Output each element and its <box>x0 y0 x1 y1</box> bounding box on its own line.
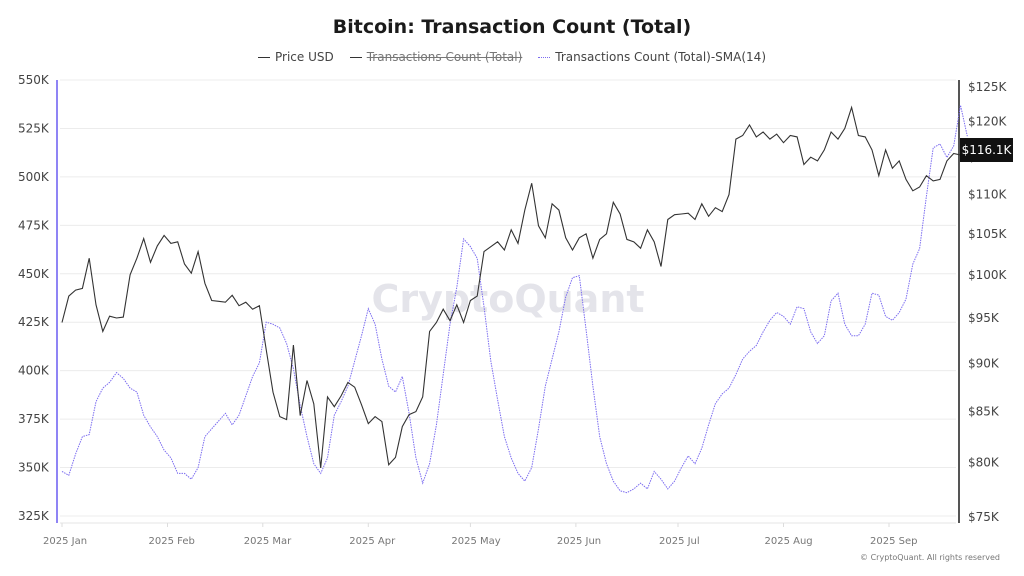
legend-label: Price USD <box>275 50 334 64</box>
svg-text:425K: 425K <box>18 315 50 329</box>
svg-text:$90K: $90K <box>968 357 1000 371</box>
svg-text:2025 Sep: 2025 Sep <box>870 536 917 547</box>
svg-text:$105K: $105K <box>968 227 1008 241</box>
svg-text:$110K: $110K <box>968 188 1008 202</box>
svg-text:400K: 400K <box>18 364 50 378</box>
svg-text:$75K: $75K <box>968 510 1000 524</box>
current-price-tag: $116.1K <box>960 138 1013 162</box>
left-y-axis-labels: 550K 525K 500K 475K 450K 425K 400K 375K 350K 325K <box>18 73 50 523</box>
svg-text:2025 Jan: 2025 Jan <box>43 536 87 547</box>
svg-text:375K: 375K <box>18 412 50 426</box>
legend-label: Transactions Count (Total)-SMA(14) <box>555 50 766 64</box>
svg-text:2025 Aug: 2025 Aug <box>764 536 812 547</box>
legend-item-transactions-sma[interactable]: Transactions Count (Total)-SMA(14) <box>538 50 766 64</box>
watermark: CryptoQuant <box>371 277 644 321</box>
svg-text:500K: 500K <box>18 170 50 184</box>
svg-text:$95K: $95K <box>968 311 1000 325</box>
svg-text:$85K: $85K <box>968 405 1000 419</box>
svg-text:2025 Jun: 2025 Jun <box>557 536 601 547</box>
svg-text:350K: 350K <box>18 461 50 475</box>
x-axis-labels: 2025 Jan 2025 Feb 2025 Mar 2025 Apr 2025 May… <box>43 536 917 547</box>
svg-text:2025 Mar: 2025 Mar <box>244 536 292 547</box>
copyright: © CryptoQuant. All rights reserved <box>860 553 1000 562</box>
svg-text:2025 Feb: 2025 Feb <box>149 536 195 547</box>
svg-text:525K: 525K <box>18 121 50 135</box>
svg-text:475K: 475K <box>18 218 50 232</box>
line-swatch-icon <box>349 56 362 58</box>
svg-text:2025 Jul: 2025 Jul <box>659 536 700 547</box>
legend-label: Transactions Count (Total) <box>366 50 523 64</box>
legend-item-transactions-count[interactable]: Transactions Count (Total) <box>349 50 523 64</box>
svg-text:$125K: $125K <box>968 80 1008 94</box>
gridlines <box>60 79 956 527</box>
legend-item-price-usd[interactable]: Price USD <box>258 50 334 64</box>
sma-line <box>61 105 968 494</box>
svg-text:$80K: $80K <box>968 456 1000 470</box>
chart-title: Bitcoin: Transaction Count (Total) <box>332 16 692 38</box>
svg-text:$100K: $100K <box>968 268 1008 282</box>
legend: Price USD Transactions Count (Total) Tra… <box>0 50 1024 64</box>
svg-text:$120K: $120K <box>968 114 1008 128</box>
svg-text:450K: 450K <box>18 267 50 281</box>
svg-text:550K: 550K <box>18 73 50 87</box>
svg-text:325K: 325K <box>18 509 50 523</box>
line-swatch-icon <box>258 56 270 58</box>
svg-text:2025 Apr: 2025 Apr <box>349 536 396 547</box>
right-y-axis-labels: $125K$120K$115K$110K$105K$100K$95K$90K$8… <box>968 80 1008 524</box>
price-line <box>61 105 968 469</box>
dotted-line-swatch-icon <box>538 56 551 58</box>
svg-text:2025 May: 2025 May <box>451 536 500 547</box>
